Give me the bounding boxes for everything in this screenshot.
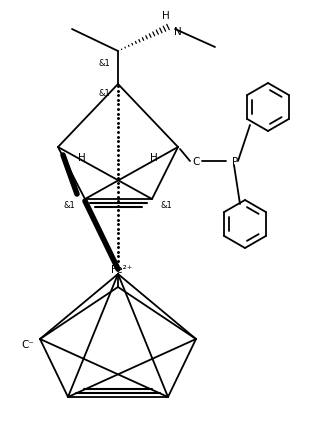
Text: H: H <box>150 153 158 162</box>
Text: H: H <box>162 11 170 21</box>
Text: &1: &1 <box>98 88 110 97</box>
Text: C: C <box>192 157 200 166</box>
Text: &1: &1 <box>160 200 172 209</box>
Text: &1: &1 <box>63 200 75 209</box>
Text: P: P <box>232 157 238 166</box>
Text: N: N <box>174 27 182 37</box>
Text: C⁻: C⁻ <box>22 339 34 349</box>
Text: H: H <box>78 153 86 162</box>
Text: Fe²⁺: Fe²⁺ <box>111 265 133 274</box>
Text: &1: &1 <box>98 60 110 68</box>
